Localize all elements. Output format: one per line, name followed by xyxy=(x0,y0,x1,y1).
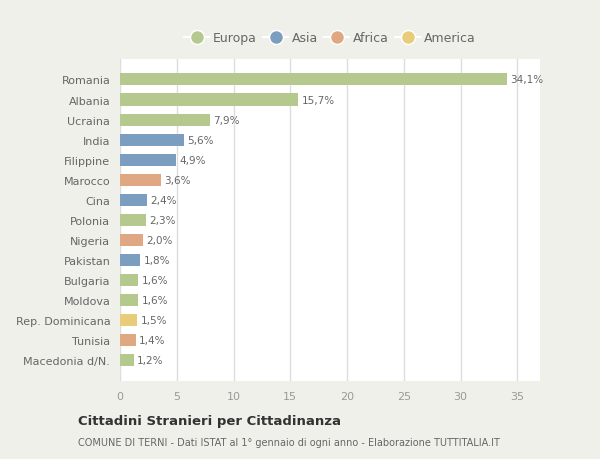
Bar xyxy=(120,174,161,186)
Text: 2,3%: 2,3% xyxy=(149,215,176,225)
Text: 2,0%: 2,0% xyxy=(146,235,172,245)
Text: 1,2%: 1,2% xyxy=(137,355,164,365)
Text: Cittadini Stranieri per Cittadinanza: Cittadini Stranieri per Cittadinanza xyxy=(78,414,341,428)
Text: 2,4%: 2,4% xyxy=(151,196,177,205)
Text: 1,6%: 1,6% xyxy=(142,295,168,305)
Text: COMUNE DI TERNI - Dati ISTAT al 1° gennaio di ogni anno - Elaborazione TUTTITALI: COMUNE DI TERNI - Dati ISTAT al 1° genna… xyxy=(78,437,500,447)
Text: 1,8%: 1,8% xyxy=(144,255,170,265)
Bar xyxy=(120,274,138,286)
Text: 4,9%: 4,9% xyxy=(179,155,206,165)
Text: 7,9%: 7,9% xyxy=(213,115,239,125)
Text: 5,6%: 5,6% xyxy=(187,135,214,146)
Bar xyxy=(120,354,134,366)
Text: 1,6%: 1,6% xyxy=(142,275,168,285)
Bar xyxy=(120,254,140,266)
Bar xyxy=(120,154,176,166)
Bar xyxy=(120,194,147,206)
Text: 3,6%: 3,6% xyxy=(164,175,191,185)
Text: 1,5%: 1,5% xyxy=(140,315,167,325)
Legend: Europa, Asia, Africa, America: Europa, Asia, Africa, America xyxy=(179,28,481,50)
Bar xyxy=(120,334,136,347)
Text: 34,1%: 34,1% xyxy=(511,75,544,85)
Bar xyxy=(120,94,298,106)
Text: 1,4%: 1,4% xyxy=(139,336,166,345)
Bar xyxy=(120,235,143,246)
Text: 15,7%: 15,7% xyxy=(302,95,335,105)
Bar xyxy=(120,134,184,146)
Bar xyxy=(120,114,209,126)
Bar xyxy=(120,74,507,86)
Bar xyxy=(120,294,138,306)
Bar xyxy=(120,214,146,226)
Bar xyxy=(120,314,137,326)
